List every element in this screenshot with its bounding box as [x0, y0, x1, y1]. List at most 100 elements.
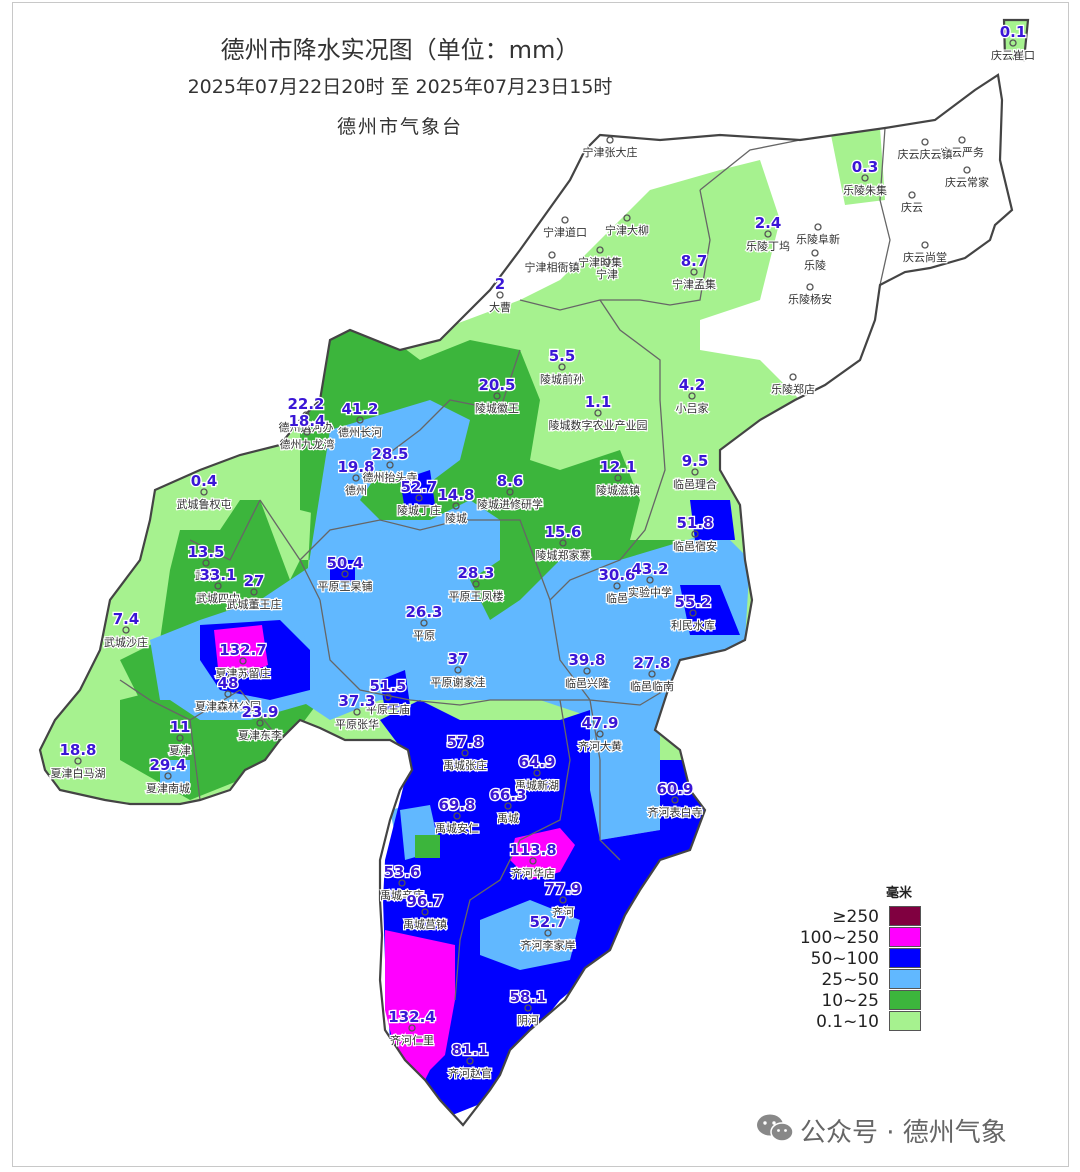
map-subtitle: 2025年07月22日20时 至 2025年07月23日15时 — [187, 76, 613, 98]
station-marker: 禹城辛店 53.6 — [379, 862, 425, 904]
station-value: 29.4 — [149, 756, 186, 774]
station-name: 陵城前孙 — [540, 372, 584, 386]
station-dot — [421, 908, 429, 916]
legend-item: 25~50 — [796, 969, 921, 990]
station-dot — [386, 461, 394, 469]
station-value: 14.8 — [437, 486, 474, 504]
station-value: 52.7 — [400, 478, 437, 496]
station-marker: 武城沙庄 7.4 — [103, 609, 149, 651]
station-value: 2.4 — [755, 214, 782, 232]
station-value: 0.3 — [852, 158, 879, 176]
zone-magenta — [214, 625, 268, 672]
station-name: 德州抬头寺 — [363, 470, 418, 484]
station-marker: 陵城徽王 20.5 — [474, 375, 520, 417]
station-name: 夏津东李 — [238, 728, 282, 742]
station-name: 平原谢家洼 — [431, 675, 486, 689]
station-marker: 齐河李家岸 52.7 — [519, 912, 576, 954]
station-marker: 阴河 58.1 — [508, 987, 548, 1029]
station-value: 11 — [170, 718, 191, 736]
station-dot — [958, 136, 966, 144]
station-dot — [239, 657, 247, 665]
station-name: 禹城辛店 — [380, 888, 424, 902]
station-name: 小吕家 — [676, 401, 709, 415]
station-name: 宁津张大庄 — [583, 145, 638, 159]
zone-magenta — [510, 828, 575, 880]
legend-item: 10~25 — [796, 990, 921, 1011]
station-dot — [646, 576, 654, 584]
legend-swatch — [889, 927, 921, 947]
station-name: 齐河华店 — [511, 866, 555, 880]
station-value: 39.8 — [568, 651, 605, 669]
station-marker: 夏津森林公园 48 — [194, 673, 262, 715]
station-dot — [504, 802, 512, 810]
station-dot — [596, 730, 604, 738]
station-name: 临邑临南 — [630, 679, 674, 693]
station-marker: 齐河表白寺 60.9 — [646, 779, 703, 821]
station-marker: 夏津白马湖 18.8 — [49, 740, 106, 782]
station-dot — [606, 136, 614, 144]
station-value: 37.3 — [338, 692, 375, 710]
station-marker: 乐陵杨安 — [787, 283, 833, 307]
station-marker: 陵城前孙 5.5 — [539, 346, 585, 388]
station-marker: 夏津 11 — [168, 717, 192, 759]
station-value: 18.8 — [59, 741, 96, 759]
station-marker: 德州抬头寺 28.5 — [361, 444, 418, 486]
station-marker: 小吕家 4.2 — [674, 375, 709, 417]
station-marker: 庆云崔口 0.1 — [990, 22, 1036, 64]
station-name: 平原王庙 — [366, 702, 410, 716]
station-marker: 夏津东李 23.9 — [237, 702, 283, 744]
station-name: 宁津时集 — [578, 255, 622, 269]
station-name: 临邑 — [606, 591, 628, 605]
station-dot — [461, 749, 469, 757]
station-marker: 陵城滋镇 12.1 — [595, 457, 641, 499]
station-marker: 平原王庙 51.5 — [365, 676, 411, 718]
station-marker: 平原王杲铺 50.4 — [316, 553, 373, 595]
station-value: 4.2 — [679, 376, 706, 394]
station-marker: 德州长河 41.2 — [337, 399, 383, 441]
station-marker: 乐陵阜新 — [795, 223, 841, 247]
station-dot — [811, 249, 819, 257]
station-dot — [558, 363, 566, 371]
station-name: 齐河仁里 — [390, 1033, 434, 1047]
station-value: 48 — [218, 674, 239, 692]
station-dot — [454, 666, 462, 674]
station-value: 28.5 — [371, 445, 408, 463]
station-dot — [122, 626, 130, 634]
station-dot — [691, 468, 699, 476]
station-dot — [603, 258, 611, 266]
station-name: 夏津森林公园 — [195, 699, 261, 713]
station-name: 夏津 — [169, 744, 191, 757]
station-value: 33.1 — [199, 566, 236, 584]
station-marker: 宁津相衙镇 — [523, 251, 581, 275]
station-dot — [176, 734, 184, 742]
station-marker: 德州九龙湾 18.4 — [278, 411, 335, 453]
station-dot — [921, 138, 929, 146]
legend-swatch — [889, 906, 921, 926]
station-name: 禹城张庄 — [443, 758, 487, 772]
station-value: 0.4 — [191, 472, 218, 490]
station-marker: 临邑 30.6 — [597, 565, 637, 607]
station-name: 陵城徽王 — [475, 401, 519, 415]
station-marker: 临邑兴隆 39.8 — [564, 650, 610, 692]
station-marker: 宁津张大庄 — [581, 136, 639, 160]
station-name: 陵城数字农业产业园 — [549, 418, 648, 432]
station-dot — [202, 559, 210, 567]
station-marker: 临邑理合 9.5 — [672, 451, 718, 493]
station-marker: 大曹 2 — [488, 274, 512, 316]
station-marker: 武城 13.5 — [186, 542, 226, 584]
station-name: 德州 — [345, 483, 367, 497]
station-dot — [594, 409, 602, 417]
station-name: 齐河李家岸 — [521, 938, 576, 952]
station-dot — [256, 719, 264, 727]
station-name: 齐河表白寺 — [648, 805, 703, 819]
station-name: 宁津道口 — [543, 225, 587, 239]
legend-swatch — [889, 948, 921, 968]
station-name: 德州九龙湾 — [280, 437, 335, 451]
station-marker: 齐河仁里 132.4 — [387, 1007, 437, 1049]
watermark-text: 公众号 · 德州气象 — [800, 1118, 1007, 1148]
station-dot — [408, 1024, 416, 1032]
station-dot — [561, 216, 569, 224]
station-marker: 乐陵朱集 0.3 — [842, 157, 888, 199]
